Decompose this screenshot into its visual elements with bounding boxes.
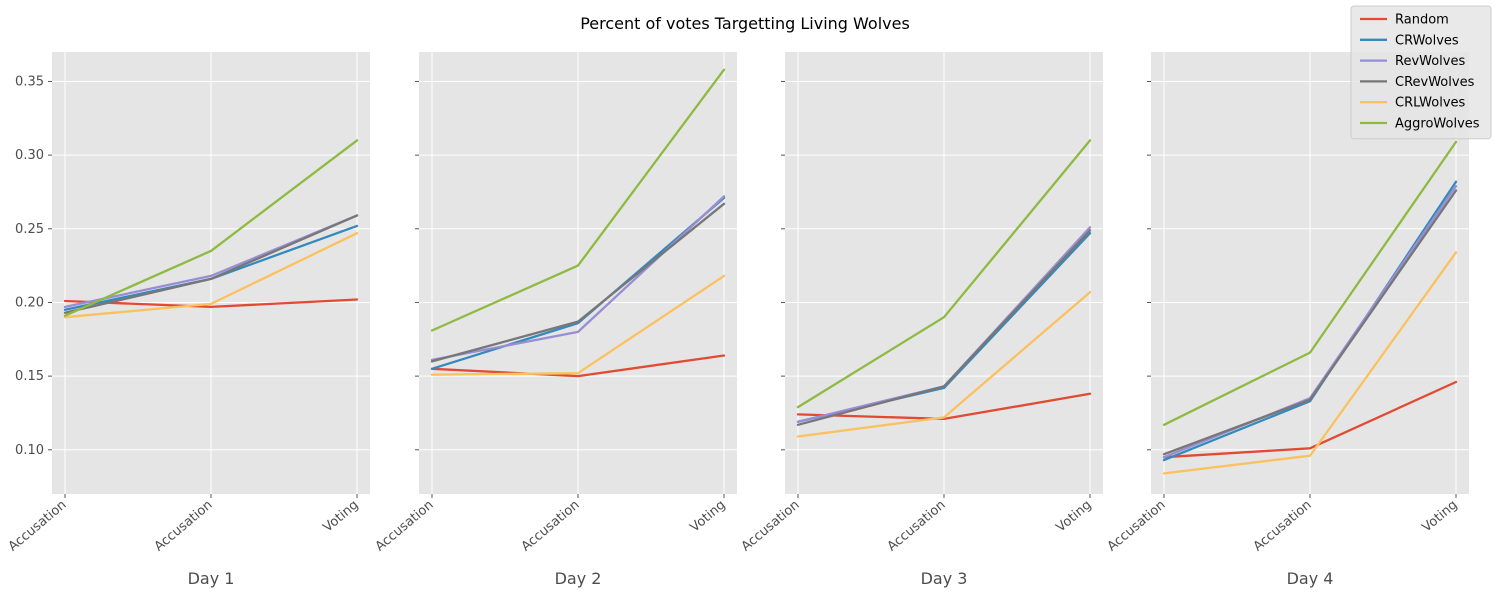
panel-day-1: 0.10 0.15 0.20 0.25 0.30 0.35 Accusation Accusa… (6, 52, 370, 588)
series-line-random (796, 392, 1092, 421)
series-line-crevwolves (796, 229, 1092, 426)
series-line-aggrowolves (430, 68, 726, 332)
x-tick-label: Voting (320, 498, 361, 536)
x-tick-label: Voting (1419, 498, 1460, 536)
x-axis-label: Day 2 (555, 569, 602, 588)
x-axis-label: Day 1 (188, 569, 235, 588)
series-line-crevwolves (1162, 189, 1458, 456)
chart-title: Percent of votes Targetting Living Wolve… (580, 14, 910, 33)
series-line-random (1162, 380, 1458, 459)
x-tick-label: Accusation (6, 498, 70, 555)
y-tick-label: 0.20 (15, 295, 44, 310)
series-line-revwolves (430, 195, 726, 362)
x-tick-label: Accusation (885, 498, 949, 555)
x-tick-label: Voting (1053, 498, 1094, 536)
x-axis-label: Day 4 (1287, 569, 1334, 588)
x-tick-label: Voting (687, 498, 728, 536)
series-line-random (430, 354, 726, 378)
x-tick-label: Accusation (152, 498, 216, 555)
legend-label: CRLWolves (1395, 96, 1466, 111)
series-line-crevwolves (430, 202, 726, 363)
x-tick-label: Accusation (1251, 498, 1315, 555)
panel-day-2: Accusation Accusation Voting Day 2 (373, 52, 737, 588)
series-line-crlwolves (430, 274, 726, 376)
series-line-random (63, 298, 359, 309)
y-tick-label: 0.10 (15, 443, 44, 458)
y-tick-label: 0.35 (15, 74, 44, 89)
legend-label: RevWolves (1395, 54, 1465, 69)
legend-label: CRWolves (1395, 33, 1459, 48)
legend-label: AggroWolves (1395, 117, 1480, 132)
x-tick-label: Accusation (739, 498, 803, 555)
x-tick-label: Accusation (373, 498, 437, 555)
legend-label: CRevWolves (1395, 75, 1475, 90)
y-tick-label: 0.25 (15, 222, 44, 237)
x-tick-label: Accusation (519, 498, 583, 555)
series-line-aggrowolves (1162, 140, 1458, 426)
series-line-aggrowolves (796, 139, 1092, 409)
series-line-crlwolves (1162, 251, 1458, 475)
legend-label: Random (1395, 13, 1449, 28)
x-axis-label: Day 3 (921, 569, 968, 588)
x-tick-label: Accusation (1105, 498, 1169, 555)
y-tick-label: 0.15 (15, 369, 44, 384)
series-line-aggrowolves (63, 139, 359, 317)
series-line-crlwolves (63, 232, 359, 319)
series-line-crlwolves (796, 291, 1092, 438)
panel-day-3: Accusation Accusation Voting Day 3 (739, 52, 1103, 588)
legend: Random CRWolves RevWolves CRevWolves CRLWolv… (1350, 5, 1492, 140)
y-tick-label: 0.30 (15, 148, 44, 163)
series-line-crevwolves (63, 214, 359, 314)
series-line-crwolves (430, 196, 726, 370)
